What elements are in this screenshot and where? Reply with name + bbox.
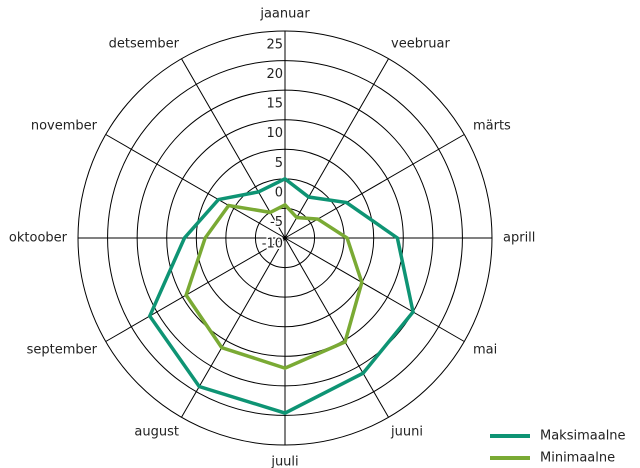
category-label: detsember: [109, 37, 180, 52]
series-line: [147, 176, 415, 415]
category-label: oktoober: [9, 231, 68, 246]
category-label: veebruar: [391, 37, 450, 52]
y-tick-label: 25: [266, 38, 283, 53]
y-tick-label: 10: [266, 126, 283, 141]
category-label: märts: [473, 119, 511, 134]
category-label: september: [27, 343, 98, 358]
spoke: [284, 237, 389, 418]
spoke: [284, 58, 389, 239]
category-label: mai: [473, 343, 497, 358]
series-line: [184, 202, 364, 370]
y-tick-label: 15: [266, 97, 283, 112]
spoke: [105, 237, 286, 342]
category-label: november: [31, 119, 98, 134]
legend-label: Minimaalne: [540, 451, 615, 466]
spoke: [284, 134, 465, 239]
category-label: jaanuar: [259, 7, 310, 22]
y-tick-label: -10: [262, 237, 283, 252]
category-label: aprill: [503, 231, 535, 246]
spoke: [105, 134, 286, 239]
spoke: [181, 58, 286, 239]
y-tick-label: 5: [275, 156, 283, 171]
category-label: august: [134, 424, 179, 439]
y-tick-label: 0: [275, 185, 283, 200]
y-tick-label: 20: [266, 67, 283, 82]
spoke: [284, 237, 465, 342]
y-tick-label: -5: [270, 215, 283, 230]
category-label: juuli: [270, 455, 298, 468]
category-label: juuni: [390, 424, 423, 439]
legend-label: Maksimaalne: [540, 429, 626, 444]
